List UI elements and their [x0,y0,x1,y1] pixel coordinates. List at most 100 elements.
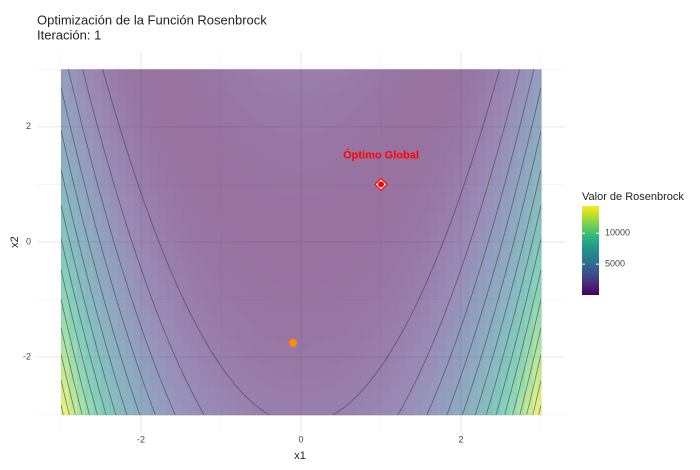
heatmap-cell [445,126,454,134]
heatmap-cell [389,351,398,358]
heatmap-cell [221,121,230,128]
heatmap-cell [237,397,246,404]
heatmap-cell [69,109,78,116]
heatmap-cell [413,161,422,168]
heatmap-cell [149,178,158,186]
heatmap-cell [109,385,118,393]
heatmap-cell [93,132,102,139]
heatmap-cell [165,305,174,312]
heatmap-cell [141,397,150,404]
heatmap-cell [341,155,350,162]
heatmap-cell [485,380,494,387]
heatmap-cell [109,276,118,283]
heatmap-cell [117,253,126,260]
heatmap-cell [469,374,478,381]
heatmap-cell [293,247,302,255]
heatmap-cell [205,242,214,249]
heatmap-cell [133,247,142,255]
heatmap-cell [85,195,94,203]
heatmap-cell [453,109,462,116]
heatmap-cell [285,80,294,88]
heatmap-cell [277,172,286,180]
heatmap-cell [413,403,422,410]
heatmap-cell [85,357,94,364]
heatmap-cell [221,218,230,226]
heatmap-cell [357,103,366,111]
heatmap-cell [245,270,254,278]
heatmap-cell [461,207,470,214]
heatmap-cell [405,357,414,364]
heatmap-cell [165,242,174,249]
heatmap-cell [461,351,470,358]
heatmap-cell [101,288,110,295]
heatmap-cell [445,92,454,99]
heatmap-cell [493,213,502,220]
optimum-label: Óptimo Global [343,149,419,162]
heatmap-cell [245,334,254,341]
heatmap-cell [101,380,110,387]
heatmap-cell [325,276,334,283]
heatmap-cell [101,144,110,151]
heatmap-cell [365,80,374,88]
heatmap-cell [461,75,470,82]
heatmap-cell [125,138,134,145]
heatmap-cell [533,305,542,312]
heatmap-cell [301,288,310,295]
heatmap-cell [509,265,518,272]
heatmap-cell [69,195,78,203]
heatmap-cell [437,230,446,237]
heatmap-cell [285,161,294,168]
heatmap-cell [325,403,334,410]
heatmap-cell [221,230,230,237]
heatmap-cell [189,380,198,387]
heatmap-cell [301,190,310,197]
heatmap-cell [125,207,134,214]
heatmap-cell [421,80,430,88]
heatmap-cell [365,322,374,329]
heatmap-cell [525,92,534,99]
heatmap-cell [469,144,478,151]
heatmap-cell [333,115,342,122]
heatmap-cell [485,328,494,335]
heatmap-cell [373,224,382,232]
heatmap-cell [229,213,238,220]
heatmap-cell [373,213,382,220]
heatmap-cell [85,311,94,318]
heatmap-cell [485,242,494,249]
heatmap-cell [453,380,462,387]
heatmap-cell [293,305,302,312]
heatmap-cell [213,270,222,278]
heatmap-cell [213,121,222,128]
heatmap-cell [373,351,382,358]
heatmap-cell [445,213,454,220]
heatmap-cell [101,293,110,301]
heatmap-cell [445,195,454,203]
heatmap-cell [509,109,518,116]
heatmap-cell [141,155,150,162]
heatmap-cell [493,178,502,186]
heatmap-cell [77,149,86,157]
heatmap-cell [109,218,118,226]
heatmap-cell [117,80,126,88]
heatmap-cell [181,92,190,99]
heatmap-cell [109,98,118,105]
heatmap-cell [261,374,270,381]
heatmap-cell [517,75,526,82]
heatmap-cell [77,92,86,99]
heatmap-cell [525,190,534,197]
heatmap-cell [229,345,238,352]
heatmap-cell [525,224,534,232]
heatmap-cell [77,391,86,399]
heatmap-cell [213,224,222,232]
heatmap-cell [245,299,254,306]
heatmap-cell [285,253,294,260]
heatmap-cell [125,368,134,376]
heatmap-cell [173,270,182,278]
heatmap-cell [181,230,190,237]
heatmap-cell [477,305,486,312]
heatmap-cell [141,224,150,232]
heatmap-cell [397,316,406,324]
heatmap-cell [397,362,406,370]
heatmap-cell [365,368,374,376]
heatmap-cell [317,98,326,105]
